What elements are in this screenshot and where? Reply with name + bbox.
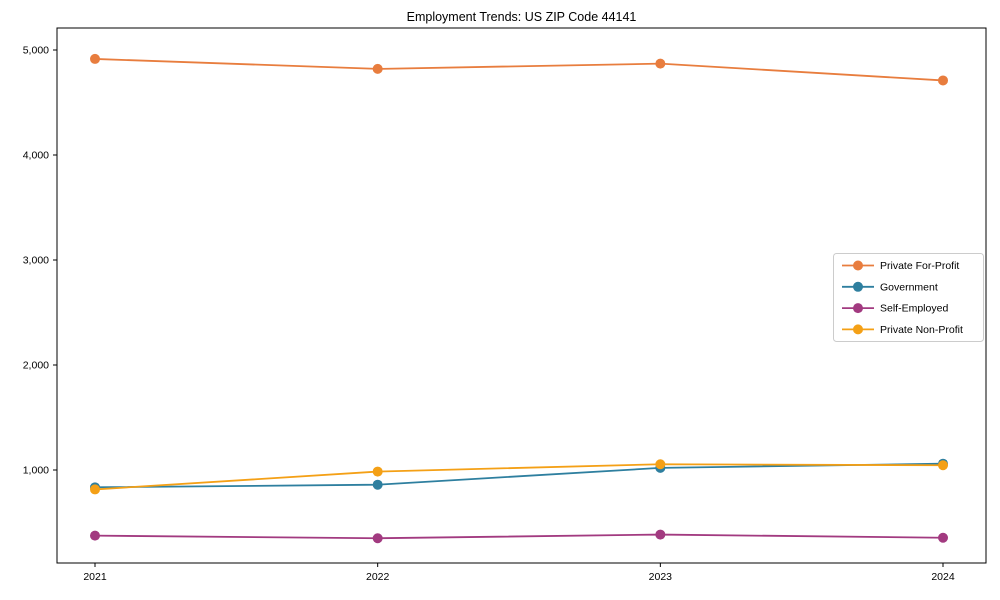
y-tick-label-4000: 4,000 bbox=[23, 150, 49, 162]
data-point-government-2022 bbox=[372, 479, 383, 490]
series-group bbox=[90, 53, 949, 544]
data-point-self-employed-2024 bbox=[938, 532, 949, 543]
legend-item-self-employed: Self-Employed bbox=[842, 303, 948, 315]
y-tick-label-1000: 1,000 bbox=[23, 465, 49, 477]
legend-item-private-non-profit: Private Non-Profit bbox=[842, 324, 963, 336]
x-tick-label-2023: 2023 bbox=[649, 571, 673, 583]
legend-label-private-for-profit: Private For-Profit bbox=[880, 260, 959, 272]
legend-marker-icon bbox=[853, 303, 863, 314]
legend-item-government: Government bbox=[842, 281, 938, 293]
axes-spines bbox=[56, 27, 987, 564]
x-tick-label-2022: 2022 bbox=[366, 571, 390, 583]
legend-label-private-non-profit: Private Non-Profit bbox=[880, 324, 963, 336]
y-tick-label-5000: 5,000 bbox=[23, 45, 49, 57]
legend-marker-icon bbox=[853, 281, 863, 292]
data-point-private-non-profit-2021 bbox=[90, 484, 100, 495]
legend-marker-icon bbox=[853, 260, 863, 271]
data-point-private-non-profit-2024 bbox=[938, 460, 949, 471]
data-point-self-employed-2022 bbox=[372, 533, 383, 544]
data-point-private-for-profit-2021 bbox=[90, 53, 100, 64]
x-tick-label-2024: 2024 bbox=[931, 571, 955, 583]
data-point-private-non-profit-2022 bbox=[372, 466, 383, 477]
y-tick-label-3000: 3,000 bbox=[23, 255, 49, 267]
legend-label-self-employed: Self-Employed bbox=[880, 303, 948, 315]
data-point-private-non-profit-2023 bbox=[655, 459, 666, 470]
data-point-self-employed-2021 bbox=[90, 530, 100, 541]
series-line-private-for-profit bbox=[94, 58, 944, 82]
chart-title: Employment Trends: US ZIP Code 44141 bbox=[406, 10, 637, 24]
data-point-private-for-profit-2022 bbox=[372, 63, 383, 74]
data-point-private-for-profit-2023 bbox=[655, 58, 666, 69]
data-point-private-for-profit-2024 bbox=[938, 75, 949, 86]
x-axis: 2021 2022 2023 2024 bbox=[83, 563, 955, 583]
y-axis: 1,000 2,000 3,000 4,000 5,000 bbox=[23, 45, 57, 477]
plot-area bbox=[56, 27, 987, 564]
legend-label-government: Government bbox=[880, 281, 938, 293]
series-line-government bbox=[94, 462, 944, 489]
legend-box bbox=[833, 253, 984, 342]
legend: Private For-Profit Government Self-Employe… bbox=[833, 253, 984, 342]
data-point-self-employed-2023 bbox=[655, 529, 666, 540]
series-line-self-employed bbox=[94, 533, 944, 540]
x-tick-label-2021: 2021 bbox=[83, 571, 107, 583]
legend-item-private-for-profit: Private For-Profit bbox=[842, 260, 959, 272]
y-tick-label-2000: 2,000 bbox=[23, 360, 49, 372]
series-line-private-non-profit bbox=[94, 463, 944, 491]
legend-marker-icon bbox=[853, 324, 863, 335]
